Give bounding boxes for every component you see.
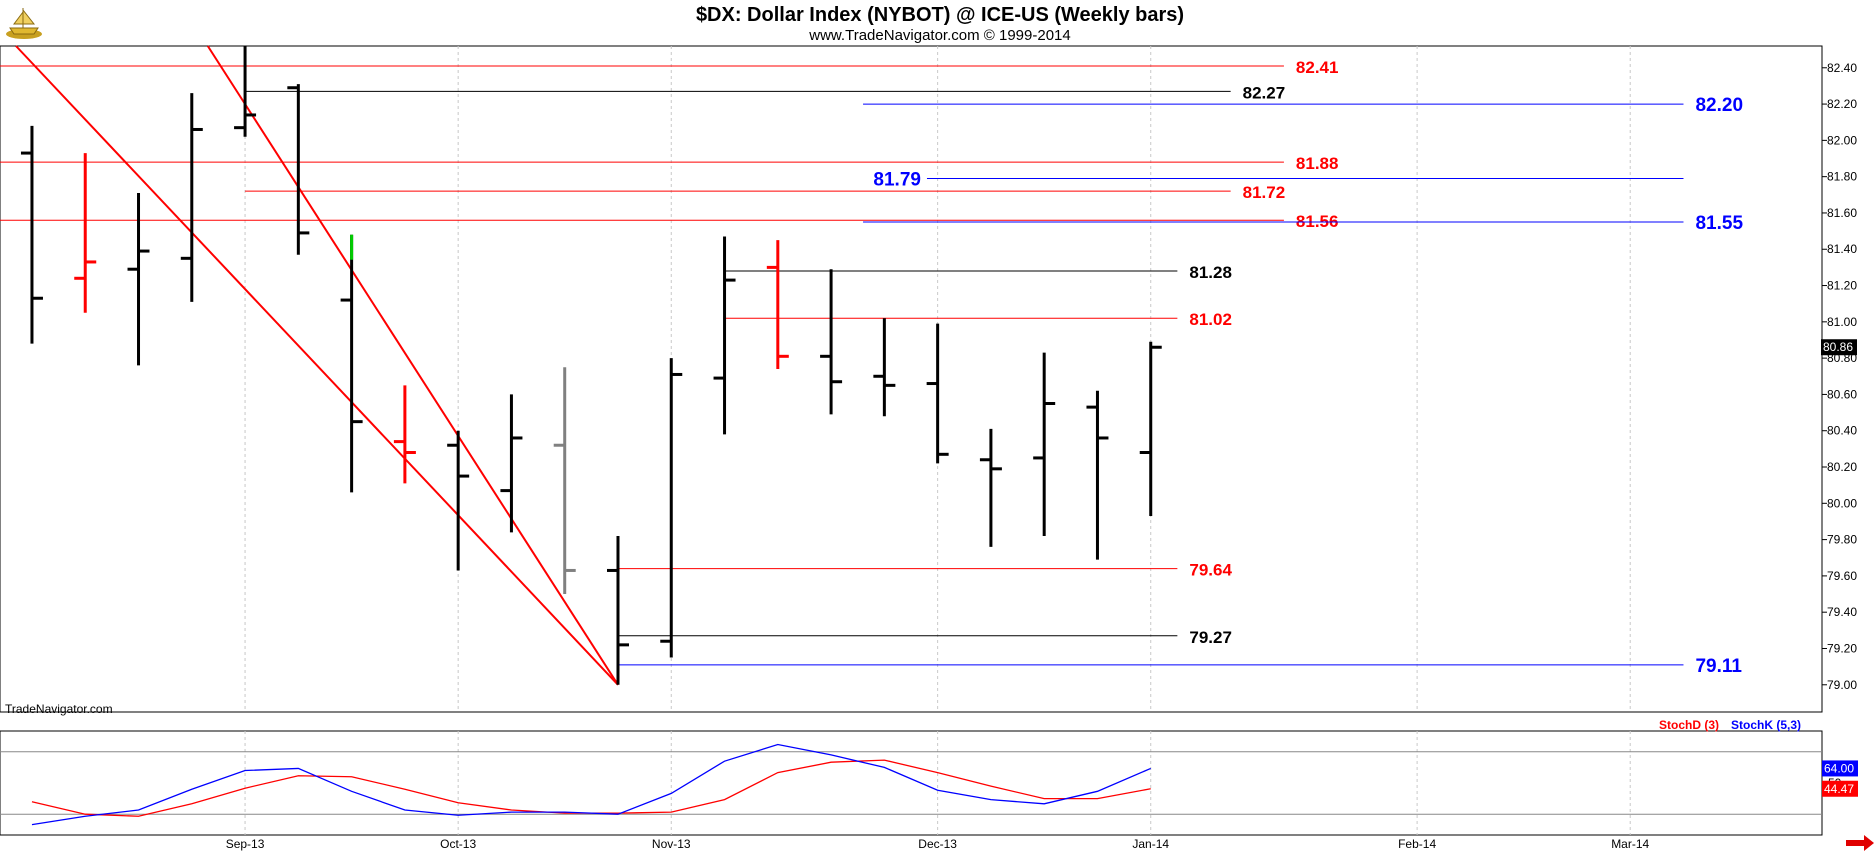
x-tick-label: Feb-14	[1398, 837, 1436, 851]
ohlc-bar	[1139, 341, 1162, 517]
ohlc-bar	[713, 236, 736, 435]
ohlc-bar	[340, 234, 363, 493]
ohlc-bar	[447, 430, 470, 571]
y-tick-label: 79.20	[1827, 641, 1857, 655]
y-tick-label: 79.60	[1827, 569, 1857, 583]
last-price-label: 80.86	[1823, 340, 1853, 354]
ohlc-bar	[873, 318, 896, 417]
stoch-series-line	[31, 743, 1151, 826]
y-tick-label: 79.80	[1827, 533, 1857, 547]
y-tick-label: 82.00	[1827, 133, 1857, 147]
legend-stochd: StochD (3)	[1659, 718, 1719, 732]
x-tick-label: Jan-14	[1132, 837, 1169, 851]
trend-line	[15, 45, 619, 686]
last-price-box: 80.86	[1821, 339, 1857, 356]
level-label: 81.28	[1189, 263, 1232, 282]
y-tick-label: 81.60	[1827, 206, 1857, 220]
level-label: 81.72	[1243, 183, 1286, 202]
ohlc-bar	[926, 323, 949, 464]
level-label: 82.20	[1695, 95, 1743, 116]
trend-line	[206, 45, 619, 686]
stoch-value-label: 64.00	[1824, 761, 1854, 775]
ohlc-bar	[393, 385, 416, 484]
level-label: 82.41	[1296, 58, 1339, 77]
stochastic-grid: 50	[0, 731, 1842, 835]
ship-logo-icon	[6, 8, 42, 39]
x-tick-label: Oct-13	[440, 837, 476, 851]
level-label: 81.88	[1296, 154, 1339, 173]
stochastic-panel: 50 StochD (3) StochK (5,3) 44.47 64.00	[0, 718, 1858, 836]
ohlc-bar	[287, 84, 310, 255]
ohlc-bar	[820, 269, 843, 415]
y-tick-label: 82.40	[1827, 61, 1857, 75]
x-tick-label: Nov-13	[652, 837, 691, 851]
chart-subtitle: www.TradeNavigator.com © 1999-2014	[808, 27, 1070, 44]
y-tick-label: 80.40	[1827, 424, 1857, 438]
x-tick-label: Dec-13	[918, 837, 957, 851]
stoch-value-box	[1822, 760, 1858, 777]
level-label: 82.27	[1243, 83, 1286, 102]
legend-stochk: StochK (5,3)	[1731, 718, 1801, 732]
ohlc-bar	[606, 535, 629, 685]
level-label: 79.27	[1189, 628, 1232, 647]
ohlc-bar	[553, 367, 576, 595]
chart-title: $DX: Dollar Index (NYBOT) @ ICE-US (Week…	[696, 4, 1184, 26]
date-axis: Sep-13 Oct-13 Nov-13 Dec-13 Jan-14 Feb-14 Mar-…	[226, 837, 1650, 851]
ohlc-bar	[234, 46, 257, 137]
ohlc-bar	[180, 93, 203, 302]
watermark-label: TradeNavigator.com	[5, 702, 113, 716]
y-tick-label: 81.00	[1827, 315, 1857, 329]
y-tick-label: 79.00	[1827, 678, 1857, 692]
ohlc-bar	[1033, 352, 1056, 536]
y-tick-label: 79.40	[1827, 605, 1857, 619]
level-label: 81.02	[1189, 310, 1232, 329]
y-tick-label: 80.60	[1827, 387, 1857, 401]
right-arrow-icon[interactable]	[1846, 835, 1874, 851]
ohlc-bar	[74, 153, 97, 313]
y-tick-label: 80.20	[1827, 460, 1857, 474]
x-tick-label: Mar-14	[1611, 837, 1649, 851]
ohlc-bar	[127, 192, 150, 366]
trend-lines	[15, 45, 619, 686]
ohlc-bar	[979, 428, 1002, 547]
stoch-value-label: 44.47	[1824, 782, 1854, 796]
stochastic-lines	[31, 743, 1151, 826]
level-label: 81.79	[873, 169, 921, 190]
level-label: 81.55	[1695, 213, 1743, 234]
ohlc-bar	[1086, 390, 1109, 560]
y-tick-label: 81.80	[1827, 170, 1857, 184]
level-label: 79.11	[1695, 656, 1742, 677]
level-label: 79.64	[1189, 561, 1232, 580]
y-tick-label: 82.20	[1827, 97, 1857, 111]
y-tick-label: 81.20	[1827, 279, 1857, 293]
stoch-value-box	[1822, 780, 1858, 797]
ohlc-bar	[766, 240, 789, 370]
ohlc-bars	[20, 46, 1162, 685]
ohlc-bar	[500, 394, 523, 533]
y-tick-label: 81.40	[1827, 242, 1857, 256]
ohlc-bar	[20, 125, 43, 344]
x-tick-label: Sep-13	[226, 837, 265, 851]
ohlc-bar	[660, 358, 683, 658]
stochastic-value-labels: 44.47 64.00	[1822, 760, 1858, 797]
y-tick-label: 80.00	[1827, 496, 1857, 510]
price-panel-frame	[0, 45, 1823, 713]
